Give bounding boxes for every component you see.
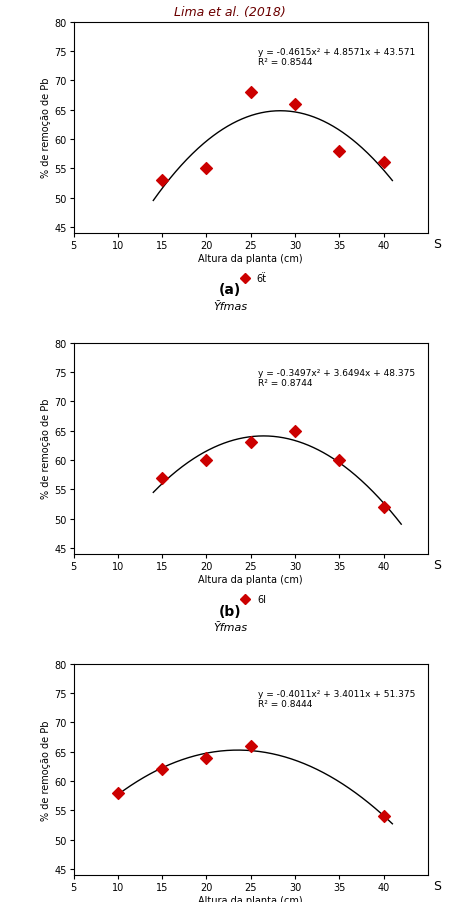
- X-axis label: Altura da planta (cm): Altura da planta (cm): [198, 253, 302, 263]
- Text: S: S: [433, 879, 441, 892]
- Legend: 6ẗ: 6ẗ: [230, 270, 270, 288]
- X-axis label: Altura da planta (cm): Altura da planta (cm): [198, 574, 302, 584]
- Legend: 6I: 6I: [231, 591, 269, 609]
- Point: [291, 97, 298, 112]
- Point: [158, 471, 166, 485]
- Text: S: S: [433, 558, 441, 572]
- Y-axis label: % de remoção de Pb: % de remoção de Pb: [41, 719, 51, 820]
- Text: y = -0.4615x² + 4.8571x + 43.571
R² = 0.8544: y = -0.4615x² + 4.8571x + 43.571 R² = 0.…: [257, 48, 414, 68]
- Text: (b): (b): [218, 603, 241, 618]
- Point: [246, 86, 254, 100]
- Text: y = -0.4011x² + 3.4011x + 51.375
R² = 0.8444: y = -0.4011x² + 3.4011x + 51.375 R² = 0.…: [257, 689, 414, 709]
- Point: [379, 809, 386, 824]
- Point: [202, 453, 210, 467]
- X-axis label: Altura da planta (cm): Altura da planta (cm): [198, 895, 302, 902]
- Point: [114, 786, 121, 800]
- Text: Ỹfmas: Ỹfmas: [213, 301, 246, 311]
- Point: [379, 156, 386, 170]
- Text: (a): (a): [218, 283, 241, 297]
- Point: [158, 173, 166, 188]
- Point: [158, 762, 166, 777]
- Y-axis label: % de remoção de Pb: % de remoção de Pb: [41, 399, 51, 499]
- Point: [246, 739, 254, 753]
- Point: [335, 453, 342, 467]
- Text: y = -0.3497x² + 3.6494x + 48.375
R² = 0.8744: y = -0.3497x² + 3.6494x + 48.375 R² = 0.…: [257, 369, 414, 388]
- Text: Ỹfmas: Ỹfmas: [213, 621, 246, 632]
- Point: [202, 161, 210, 176]
- Point: [379, 500, 386, 514]
- Point: [246, 436, 254, 450]
- Text: Lima et al. (2018): Lima et al. (2018): [174, 6, 285, 19]
- Y-axis label: % de remoção de Pb: % de remoção de Pb: [41, 78, 51, 179]
- Point: [335, 144, 342, 159]
- Text: S: S: [433, 238, 441, 251]
- Point: [202, 750, 210, 765]
- Point: [291, 424, 298, 438]
